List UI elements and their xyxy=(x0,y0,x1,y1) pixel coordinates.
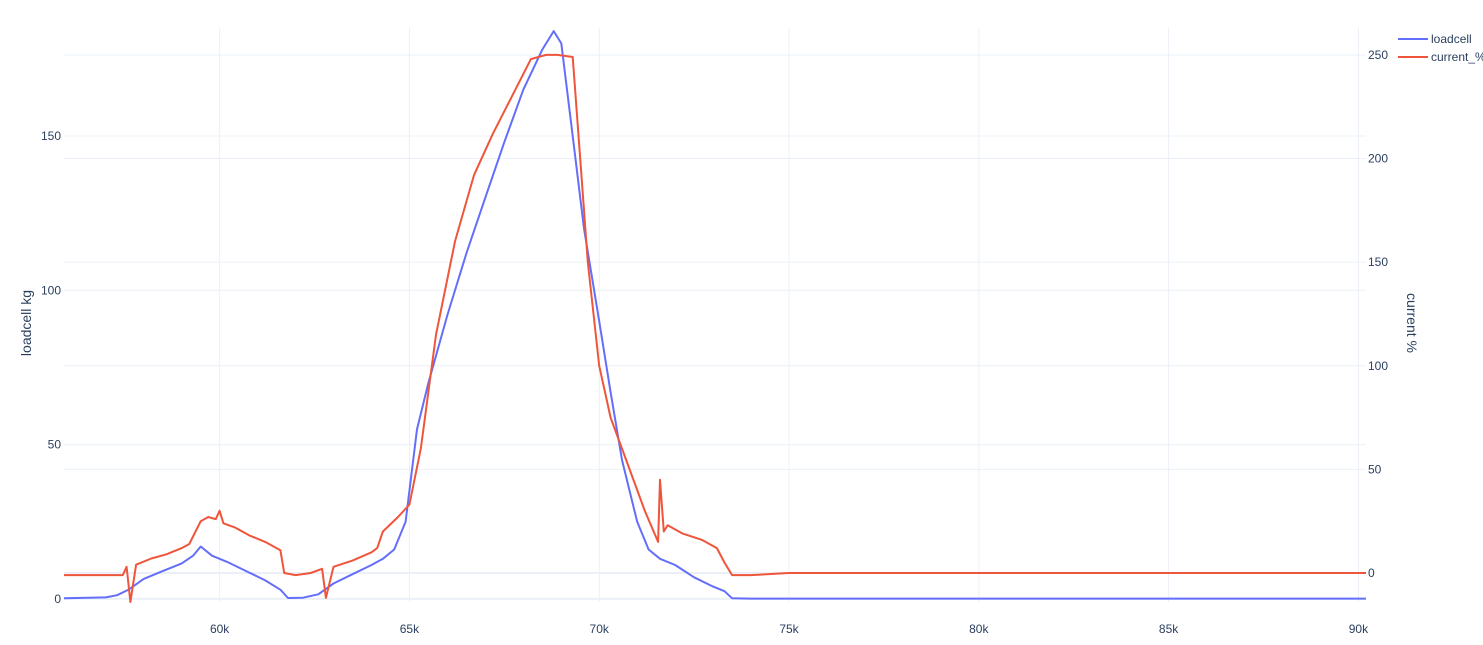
y2-tick-label: 150 xyxy=(1368,255,1388,269)
x-axis: 60k 65k 70k 75k 80k 85k 90k xyxy=(210,622,1369,636)
x-tick-label: 80k xyxy=(969,622,989,636)
y2-tick-label: 0 xyxy=(1368,566,1375,580)
y-tick-label: 50 xyxy=(48,438,62,452)
x-tick-label: 70k xyxy=(590,622,610,636)
x-gridlines xyxy=(219,28,1359,602)
legend-item-loadcell[interactable]: loadcell xyxy=(1398,32,1472,46)
y-axis: 0 50 100 150 xyxy=(41,129,61,606)
legend-item-current-[interactable]: current_% xyxy=(1398,50,1483,64)
x-tick-label: 60k xyxy=(210,622,230,636)
y2-tick-label: 50 xyxy=(1368,462,1382,476)
x-tick-label: 85k xyxy=(1159,622,1179,636)
x-tick-label: 65k xyxy=(400,622,420,636)
y2-axis-title: current % xyxy=(1404,293,1420,353)
series-line-loadcell[interactable] xyxy=(63,30,1366,600)
legend-label: current_% xyxy=(1431,50,1483,64)
y2-tick-label: 200 xyxy=(1368,152,1388,166)
y2-tick-label: 250 xyxy=(1368,48,1388,62)
y2-axis: 0 50 100 150 200 250 xyxy=(1368,48,1388,580)
series-line-current-[interactable] xyxy=(64,53,1366,603)
legend: loadcell current_% xyxy=(1398,32,1483,64)
y2-gridlines xyxy=(64,54,1366,574)
plot-area[interactable] xyxy=(63,30,1366,603)
y-axis-title: loadcell kg xyxy=(18,290,34,356)
x-tick-label: 90k xyxy=(1349,622,1369,636)
y-tick-label: 0 xyxy=(54,592,61,606)
y2-tick-label: 100 xyxy=(1368,359,1388,373)
y-tick-label: 150 xyxy=(41,129,61,143)
x-tick-label: 75k xyxy=(779,622,799,636)
legend-label: loadcell xyxy=(1431,32,1472,46)
y-tick-label: 100 xyxy=(41,283,61,297)
